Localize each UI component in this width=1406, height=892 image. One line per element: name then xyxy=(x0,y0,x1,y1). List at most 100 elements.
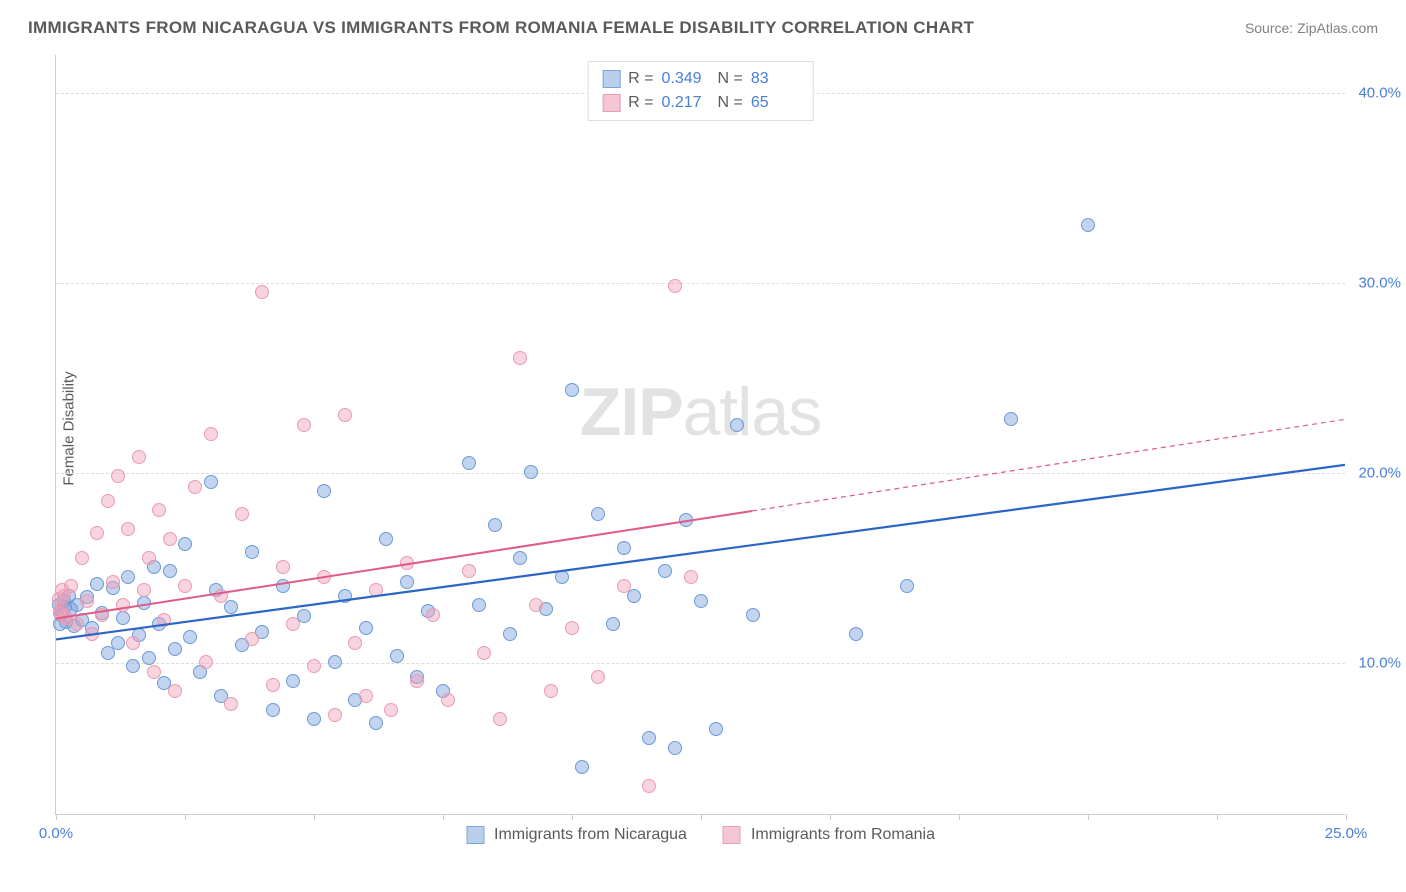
data-point xyxy=(462,456,476,470)
data-point xyxy=(658,564,672,578)
data-point xyxy=(137,596,151,610)
data-point xyxy=(106,575,120,589)
y-tick-label: 30.0% xyxy=(1358,275,1401,292)
data-point xyxy=(591,507,605,521)
data-point xyxy=(369,583,383,597)
data-point xyxy=(591,670,605,684)
data-point xyxy=(168,684,182,698)
data-point xyxy=(379,532,393,546)
data-point xyxy=(565,383,579,397)
data-point xyxy=(513,351,527,365)
data-point xyxy=(132,450,146,464)
data-point xyxy=(317,570,331,584)
data-point xyxy=(627,589,641,603)
legend-item-0: Immigrants from Nicaragua xyxy=(466,826,687,844)
data-point xyxy=(85,627,99,641)
data-point xyxy=(224,600,238,614)
watermark-logo: ZIPatlas xyxy=(580,373,821,451)
data-point xyxy=(126,636,140,650)
data-point xyxy=(297,418,311,432)
data-point xyxy=(410,674,424,688)
swatch-series-0 xyxy=(602,70,620,88)
data-point xyxy=(163,532,177,546)
data-point xyxy=(359,689,373,703)
data-point xyxy=(1004,412,1018,426)
legend-label-1: Immigrants from Romania xyxy=(751,826,935,844)
data-point xyxy=(513,551,527,565)
source-attribution: Source: ZipAtlas.com xyxy=(1245,20,1378,36)
data-point xyxy=(286,617,300,631)
data-point xyxy=(168,642,182,656)
data-point xyxy=(679,513,693,527)
data-point xyxy=(245,545,259,559)
data-point xyxy=(384,703,398,717)
data-point xyxy=(488,518,502,532)
data-point xyxy=(95,608,109,622)
data-point xyxy=(338,408,352,422)
data-point xyxy=(157,613,171,627)
data-point xyxy=(111,469,125,483)
data-point xyxy=(606,617,620,631)
data-point xyxy=(617,579,631,593)
data-point xyxy=(137,583,151,597)
data-point xyxy=(307,659,321,673)
legend-swatch-0 xyxy=(466,826,484,844)
data-point xyxy=(116,598,130,612)
data-point xyxy=(544,684,558,698)
y-tick-label: 20.0% xyxy=(1358,465,1401,482)
data-point xyxy=(746,608,760,622)
data-point xyxy=(90,577,104,591)
series-legend: Immigrants from Nicaragua Immigrants fro… xyxy=(466,826,935,844)
data-point xyxy=(55,583,69,597)
data-point xyxy=(317,484,331,498)
legend-item-1: Immigrants from Romania xyxy=(723,826,935,844)
data-point xyxy=(80,594,94,608)
data-point xyxy=(58,609,72,623)
data-point xyxy=(575,760,589,774)
legend-swatch-1 xyxy=(723,826,741,844)
data-point xyxy=(441,693,455,707)
data-point xyxy=(684,570,698,584)
data-point xyxy=(266,703,280,717)
data-point xyxy=(266,678,280,692)
data-point xyxy=(524,465,538,479)
data-point xyxy=(565,621,579,635)
x-tick-label: 25.0% xyxy=(1325,825,1368,842)
data-point xyxy=(90,526,104,540)
data-point xyxy=(328,655,342,669)
data-point xyxy=(493,712,507,726)
data-point xyxy=(369,716,383,730)
r-value-1: 0.217 xyxy=(662,91,710,115)
data-point xyxy=(328,708,342,722)
data-point xyxy=(116,611,130,625)
data-point xyxy=(178,537,192,551)
data-point xyxy=(101,494,115,508)
data-point xyxy=(642,779,656,793)
data-point xyxy=(111,636,125,650)
n-label-0: N = xyxy=(718,67,743,91)
data-point xyxy=(147,665,161,679)
scatter-plot: ZIPatlas 10.0%20.0%30.0%40.0% 0.0%25.0% … xyxy=(55,55,1345,815)
data-point xyxy=(849,627,863,641)
r-label-0: R = xyxy=(628,67,653,91)
data-point xyxy=(276,579,290,593)
data-point xyxy=(529,598,543,612)
data-point xyxy=(224,697,238,711)
n-value-0: 83 xyxy=(751,67,799,91)
data-point xyxy=(730,418,744,432)
data-point xyxy=(126,659,140,673)
data-point xyxy=(75,551,89,565)
data-point xyxy=(286,674,300,688)
data-point xyxy=(338,589,352,603)
data-point xyxy=(178,579,192,593)
data-point xyxy=(152,503,166,517)
data-point xyxy=(472,598,486,612)
data-point xyxy=(188,480,202,494)
y-tick-label: 40.0% xyxy=(1358,85,1401,102)
data-point xyxy=(121,570,135,584)
data-point xyxy=(709,722,723,736)
data-point xyxy=(900,579,914,593)
data-point xyxy=(199,655,213,669)
data-point xyxy=(668,279,682,293)
swatch-series-1 xyxy=(602,94,620,112)
